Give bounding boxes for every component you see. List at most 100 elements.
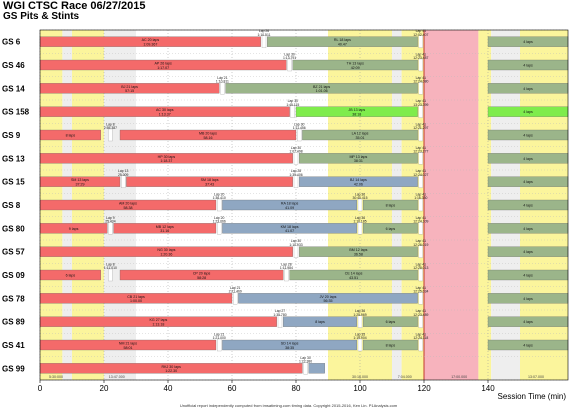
stint-bar bbox=[238, 293, 418, 304]
pit-lap-label: Lap 41 bbox=[416, 333, 426, 337]
stint-label: 4 laps bbox=[523, 180, 533, 184]
stint-label: 4 laps bbox=[523, 157, 533, 161]
pit-lap-label: Lap 41 bbox=[416, 309, 426, 313]
stint-label: SM 13 laps bbox=[71, 178, 89, 182]
stint-label: KM 18 laps bbox=[281, 225, 299, 229]
stint-bar bbox=[299, 176, 418, 187]
stint-label: BJ 14 laps bbox=[350, 178, 367, 182]
pit-time-label: 1:10.185 bbox=[353, 220, 366, 224]
stint-bar bbox=[308, 363, 325, 374]
stint-label: KG 27 laps bbox=[150, 318, 168, 322]
pit-lap-label: Lap 8 bbox=[106, 263, 115, 267]
pit-stop-marker bbox=[418, 222, 423, 235]
pit-stop-marker bbox=[220, 82, 225, 95]
x-tick-label: 100 bbox=[353, 384, 367, 393]
pit-lap-label: Lap 41 bbox=[416, 29, 426, 33]
pit-stop-marker bbox=[418, 82, 423, 95]
pit-lap-label: Lap 41 bbox=[416, 193, 426, 197]
stint-time: 1:09.367 bbox=[143, 42, 157, 46]
pit-lap-label: Lap 41 bbox=[416, 99, 426, 103]
stint-bar bbox=[363, 223, 418, 234]
row-label: GS 14 bbox=[2, 84, 25, 93]
stint-label: JV 20 laps bbox=[320, 295, 337, 299]
pit-lap-label: Lap 30 bbox=[300, 356, 310, 360]
row-label: GS 13 bbox=[2, 154, 25, 163]
stint-bar bbox=[299, 246, 418, 257]
pit-stop-marker bbox=[108, 268, 113, 282]
stint-label: 4 laps bbox=[523, 204, 533, 208]
stint-bar bbox=[292, 59, 418, 71]
stint-time: 58.16 bbox=[204, 136, 213, 140]
pit-stop-marker bbox=[357, 222, 363, 235]
pit-stop-marker bbox=[418, 175, 423, 188]
pit-stop-marker bbox=[418, 315, 423, 328]
pit-time-label: 2:55.387 bbox=[104, 126, 117, 130]
pit-time-label: 1:11.456 bbox=[293, 126, 306, 130]
row-label: GS 78 bbox=[2, 294, 25, 303]
stint-time: 42.06 bbox=[354, 182, 363, 186]
row-label: GS 46 bbox=[2, 61, 25, 70]
pit-stop-marker bbox=[418, 245, 423, 258]
pit-lap-label: Lap 30 bbox=[294, 123, 304, 127]
stint-time: 41.07 bbox=[285, 229, 294, 233]
stint-label: HP 30 laps bbox=[158, 155, 176, 159]
pit-time-label: 25.434 bbox=[105, 220, 115, 224]
stint-bar bbox=[295, 106, 418, 117]
pit-lap-label: Lap 8 bbox=[106, 123, 115, 127]
stint-bar bbox=[113, 223, 217, 234]
stint-time: 1:20.36 bbox=[160, 252, 172, 256]
pit-lap-label: Lap 26 bbox=[259, 29, 269, 33]
pit-time-label: 1:13.791 bbox=[283, 56, 296, 60]
x-tick-label: 120 bbox=[417, 384, 431, 393]
pit-lap-label: Lap 36 bbox=[355, 193, 365, 197]
pit-stop-marker bbox=[121, 175, 126, 188]
page-title: WGI CTSC Race 06/27/2015 bbox=[3, 0, 146, 12]
pit-lap-label: Lap 30 bbox=[291, 239, 301, 243]
pit-stop-marker bbox=[357, 315, 363, 328]
pit-lap-label: Lap 21 bbox=[214, 333, 224, 337]
row-label: GS 99 bbox=[2, 364, 25, 373]
stint-time: 1:18.37 bbox=[160, 159, 172, 163]
band-duration-label: 30:16.000 bbox=[352, 375, 368, 379]
stint-bar bbox=[363, 316, 418, 327]
stint-bar bbox=[119, 269, 284, 281]
pit-lap-label: Lap 28 bbox=[291, 169, 301, 173]
pit-stop-marker bbox=[217, 338, 222, 352]
stint-bar bbox=[299, 153, 418, 164]
stint-label: 8 laps bbox=[386, 204, 396, 208]
row-label: GS 89 bbox=[2, 318, 25, 327]
stint-bar bbox=[222, 223, 357, 234]
stint-bar bbox=[363, 339, 418, 351]
pit-stop-marker bbox=[418, 105, 423, 118]
pit-time-label: 1:35.780 bbox=[273, 313, 286, 317]
stint-label: LA 12 laps bbox=[352, 132, 369, 136]
stint-time: 1:22.30 bbox=[165, 369, 177, 373]
stint-label: NM 21 laps bbox=[119, 342, 137, 346]
pit-time-label: 12:24.027 bbox=[413, 173, 428, 177]
stint-label: 4 laps bbox=[523, 320, 533, 324]
band-duration-label: 5:30:000 bbox=[49, 375, 63, 379]
stint-label: BM 12 laps bbox=[349, 248, 367, 252]
stint-bar bbox=[267, 36, 418, 47]
stint-time: 35.01 bbox=[356, 136, 365, 140]
pit-stop-marker bbox=[284, 268, 289, 282]
pit-lap-label: Lap 30 bbox=[288, 99, 298, 103]
row-label: GS 158 bbox=[2, 108, 30, 117]
stint-label: 4 laps bbox=[523, 134, 533, 138]
pit-time-label: 12:23.489 bbox=[413, 313, 428, 317]
stint-label: 8 laps bbox=[66, 134, 76, 138]
stint-label: AM 20 laps bbox=[119, 202, 137, 206]
pit-stop-marker bbox=[303, 362, 308, 375]
stint-time: 1:01.06 bbox=[316, 89, 328, 93]
stint-label: NG 30 laps bbox=[157, 248, 175, 252]
pit-lap-label: Lap 21 bbox=[230, 286, 240, 290]
pit-time-label: 1:36.410 bbox=[213, 196, 226, 200]
stint-label: 4 laps bbox=[523, 110, 533, 114]
pit-time-label: 1:07.498 bbox=[289, 150, 302, 154]
stint-label: SM 18 laps bbox=[201, 178, 219, 182]
stint-time: 57:15 bbox=[125, 89, 134, 93]
stint-time: 38:35 bbox=[285, 346, 294, 350]
pit-time-label: 1:10.933 bbox=[289, 243, 302, 247]
stint-time: 56:35 bbox=[324, 299, 333, 303]
pit-time-label: 12:23.487 bbox=[413, 56, 428, 60]
